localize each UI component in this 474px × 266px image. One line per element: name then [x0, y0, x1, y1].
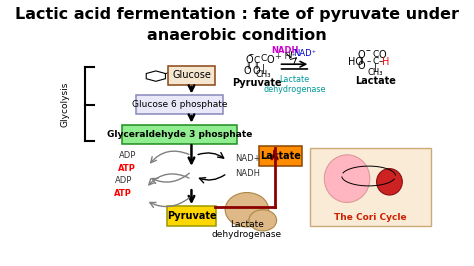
Text: O: O	[358, 50, 365, 60]
FancyBboxPatch shape	[136, 95, 223, 114]
Text: CH₃: CH₃	[256, 70, 271, 79]
Text: The Cori Cycle: The Cori Cycle	[334, 213, 407, 222]
FancyBboxPatch shape	[259, 146, 302, 166]
Text: C: C	[254, 56, 260, 65]
Text: –: –	[366, 57, 371, 66]
Text: Pyruvate: Pyruvate	[167, 211, 216, 221]
Text: + H⁺: + H⁺	[275, 52, 295, 61]
Text: ATP: ATP	[114, 189, 132, 198]
Text: HO: HO	[348, 57, 363, 66]
Text: ||: ||	[255, 62, 259, 69]
Text: –: –	[248, 49, 253, 59]
Text: Glyceraldehyde 3 phosphate: Glyceraldehyde 3 phosphate	[107, 130, 252, 139]
Text: C: C	[373, 57, 379, 66]
Text: Lactate
dehydrogenase: Lactate dehydrogenase	[263, 75, 326, 94]
Text: NAD⁺: NAD⁺	[293, 49, 317, 58]
Text: ADP: ADP	[115, 176, 132, 185]
FancyBboxPatch shape	[310, 148, 431, 226]
Text: Glucose: Glucose	[172, 70, 211, 80]
Text: ||: ||	[359, 57, 364, 64]
Text: ||: ||	[246, 62, 251, 69]
FancyBboxPatch shape	[122, 124, 237, 144]
Text: anaerobic condition: anaerobic condition	[147, 28, 327, 43]
Text: Glucose 6 phosphate: Glucose 6 phosphate	[132, 101, 228, 109]
Text: C: C	[260, 55, 267, 63]
Text: |: |	[262, 64, 265, 73]
Text: NADH: NADH	[272, 47, 299, 56]
Text: Lactate: Lactate	[355, 76, 396, 86]
Text: ADP: ADP	[118, 151, 136, 160]
Ellipse shape	[376, 169, 402, 195]
FancyBboxPatch shape	[168, 65, 215, 85]
Text: O: O	[266, 55, 273, 65]
Text: O: O	[245, 55, 253, 65]
Text: Lactate
dehydrogenase: Lactate dehydrogenase	[212, 220, 282, 239]
Text: –: –	[379, 57, 383, 66]
FancyBboxPatch shape	[167, 206, 216, 226]
Text: |: |	[374, 63, 377, 72]
Text: Pyruvate: Pyruvate	[232, 78, 282, 88]
Text: NADH: NADH	[235, 169, 260, 178]
Text: H: H	[382, 57, 390, 66]
Text: O: O	[253, 66, 261, 76]
Text: Glycolysis: Glycolysis	[60, 82, 69, 127]
Text: Lactate: Lactate	[260, 151, 301, 161]
Ellipse shape	[249, 210, 277, 231]
Text: CH₃: CH₃	[368, 68, 383, 77]
Text: C: C	[373, 51, 379, 59]
Text: NAD+: NAD+	[235, 154, 261, 163]
Ellipse shape	[324, 155, 370, 202]
Text: Lactic acid fermentation : fate of pyruvate under: Lactic acid fermentation : fate of pyruv…	[15, 7, 459, 22]
Text: O: O	[379, 50, 386, 60]
Text: ATP: ATP	[118, 164, 136, 173]
Text: O: O	[243, 66, 251, 76]
Text: O: O	[358, 61, 365, 71]
Text: –: –	[365, 45, 370, 55]
Ellipse shape	[225, 193, 269, 227]
